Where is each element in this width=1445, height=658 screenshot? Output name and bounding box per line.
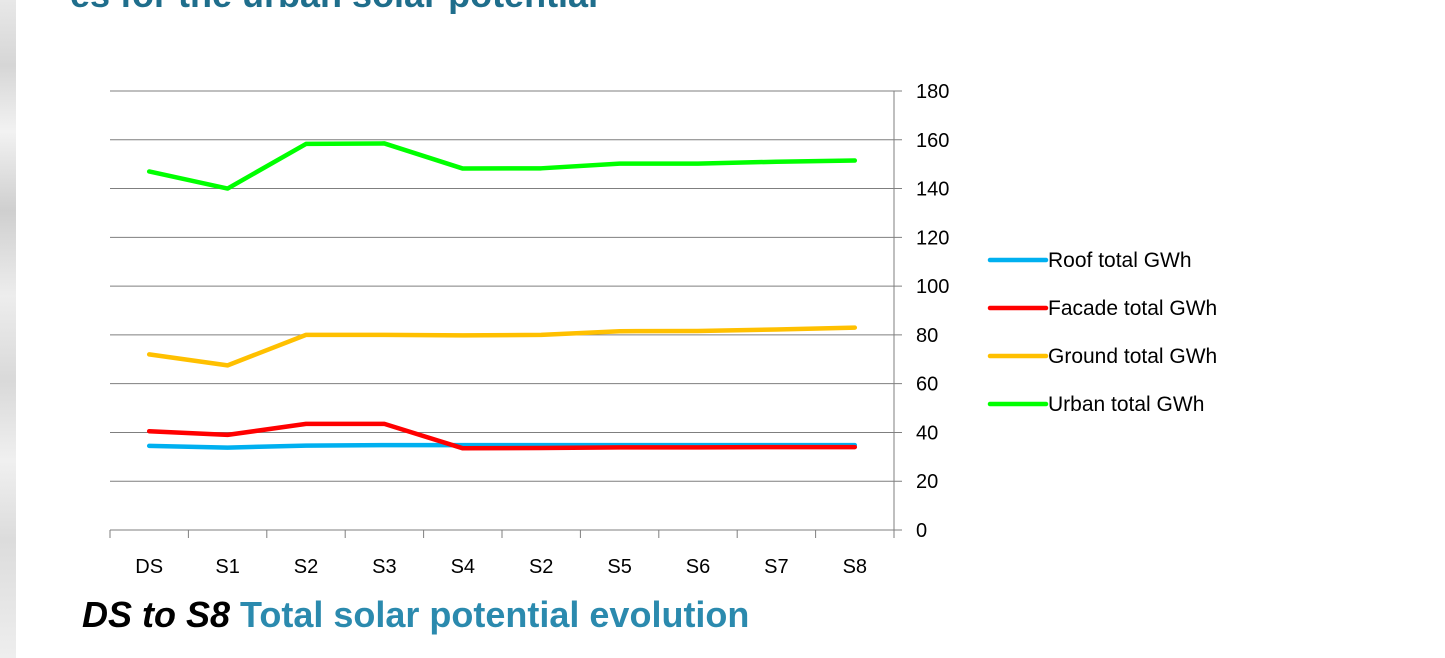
y-tick-label: 180 bbox=[916, 81, 949, 103]
x-tick-label: S3 bbox=[372, 556, 396, 578]
y-tick-label: 60 bbox=[916, 374, 938, 396]
slide-title-fragment: es for the urban solar potential bbox=[70, 0, 770, 14]
legend-label: Ground total GWh bbox=[1048, 345, 1217, 368]
x-tick-label: S6 bbox=[686, 556, 710, 578]
y-tick-label: 140 bbox=[916, 179, 949, 201]
y-tick-label: 20 bbox=[916, 471, 938, 493]
solar-potential-chart: 0 20 40 60 80 100 120 140 160 180 DS S1 S2 S3 S4 S2 S5 S6… bbox=[109, 81, 1217, 578]
tick-labels: 0 20 40 60 80 100 120 140 160 180 DS S1 S2 S3 S4 S2 S5 S6… bbox=[135, 81, 949, 578]
decorative-edge bbox=[0, 0, 16, 658]
series-lines bbox=[146, 141, 858, 451]
y-tick-label: 160 bbox=[916, 130, 949, 152]
x-tick-label: DS bbox=[135, 556, 163, 578]
y-tick-label: 100 bbox=[916, 276, 949, 298]
y-tick-label: 120 bbox=[916, 227, 949, 249]
series-line-2 bbox=[146, 421, 858, 451]
x-tick-label: S4 bbox=[451, 556, 475, 578]
legend-label: Facade total GWh bbox=[1048, 297, 1217, 320]
x-tick-label: S2 bbox=[529, 556, 553, 578]
x-tick-label: S5 bbox=[607, 556, 631, 578]
x-tick-label: S7 bbox=[764, 556, 788, 578]
x-tick-label: S8 bbox=[843, 556, 867, 578]
legend: Roof total GWh Facade total GWh Ground tot… bbox=[987, 249, 1217, 416]
gridlines bbox=[110, 90, 902, 531]
legend-label: Roof total GWh bbox=[1048, 249, 1192, 272]
chart-caption: DS to S8 Total solar potential evolution bbox=[82, 594, 749, 636]
series-line-4 bbox=[146, 141, 858, 191]
legend-label: Urban total GWh bbox=[1048, 393, 1204, 416]
x-tick-label: S2 bbox=[294, 556, 318, 578]
y-tick-label: 0 bbox=[916, 520, 927, 542]
axes bbox=[109, 91, 895, 538]
series-line-3 bbox=[146, 325, 858, 368]
x-tick-label: S1 bbox=[215, 556, 239, 578]
y-tick-label: 40 bbox=[916, 422, 938, 444]
caption-range: DS to S8 bbox=[82, 594, 231, 635]
caption-text: Total solar potential evolution bbox=[240, 594, 750, 635]
y-tick-label: 80 bbox=[916, 325, 938, 347]
